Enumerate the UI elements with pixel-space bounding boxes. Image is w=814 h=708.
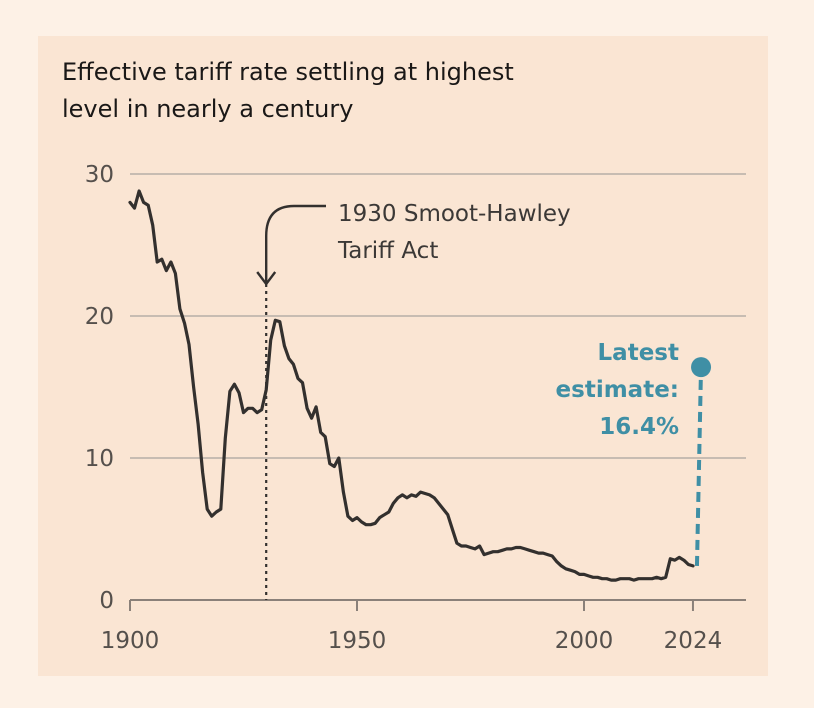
latest-estimate-label-line-2: 16.4% bbox=[599, 414, 679, 440]
y-tick-label-30: 30 bbox=[85, 162, 114, 188]
x-tick-label-1900: 1900 bbox=[101, 628, 160, 654]
chart-title: Effective tariff rate settling at highes… bbox=[62, 58, 514, 123]
chart-card: Effective tariff rate settling at highes… bbox=[38, 36, 768, 676]
latest-estimate-label-line-1: estimate: bbox=[556, 377, 679, 403]
latest-estimate-dot bbox=[691, 357, 712, 378]
x-tick-label-2024: 2024 bbox=[664, 628, 723, 654]
x-tick-label-2000: 2000 bbox=[555, 628, 614, 654]
smoot-hawley-label-line-1: Tariff Act bbox=[337, 238, 438, 264]
smoot-hawley-arrowhead bbox=[256, 271, 277, 286]
smoot-hawley-label-line-0: 1930 Smoot-Hawley bbox=[338, 201, 571, 227]
x-tick-label-1950: 1950 bbox=[328, 628, 387, 654]
latest-estimate-dashed-line bbox=[694, 367, 704, 566]
y-tick-label-0: 0 bbox=[99, 588, 114, 614]
smoot-hawley-arrow bbox=[265, 204, 326, 282]
chart-svg: 0 10 20 30 1900 1950 2000 2024 1930 Smoot-Hawley… bbox=[85, 162, 746, 654]
y-tick-label-20: 20 bbox=[85, 304, 114, 330]
y-tick-label-10: 10 bbox=[85, 446, 114, 472]
latest-estimate-label-line-0: Latest bbox=[598, 340, 679, 366]
tariff-rate-line bbox=[128, 189, 695, 582]
